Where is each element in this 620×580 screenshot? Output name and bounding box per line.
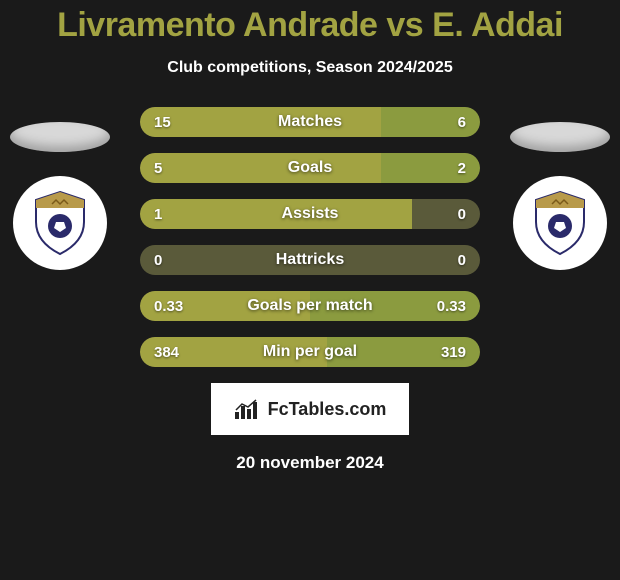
footer-date: 20 november 2024: [0, 453, 620, 473]
stat-label: Hattricks: [140, 251, 480, 269]
player-left-column: [10, 122, 110, 270]
player-right-photo-placeholder: [510, 122, 610, 152]
page-subtitle: Club competitions, Season 2024/2025: [0, 59, 620, 77]
shield-icon: [530, 190, 590, 256]
stat-row: 0 0Hattricks: [140, 245, 480, 275]
stat-row: 0.330.33Goals per match: [140, 291, 480, 321]
stat-value-left: 1: [154, 206, 162, 223]
watermark-text: FcTables.com: [268, 399, 387, 420]
stat-bar-left: [140, 107, 381, 137]
stat-value-right: 0: [458, 206, 466, 223]
stat-value-left: 384: [154, 344, 179, 361]
page-title: Livramento Andrade vs E. Addai: [0, 6, 620, 45]
stat-bar-left: [140, 153, 381, 183]
stat-value-left: 5: [154, 160, 162, 177]
stat-row: 10Assists: [140, 199, 480, 229]
player-left-photo-placeholder: [10, 122, 110, 152]
stat-value-left: 0: [154, 252, 162, 269]
watermark: FcTables.com: [211, 383, 409, 435]
stat-row: 384319Min per goal: [140, 337, 480, 367]
stat-row: 52Goals: [140, 153, 480, 183]
shield-icon: [30, 190, 90, 256]
stat-row: 156Matches: [140, 107, 480, 137]
stat-value-right: 6: [458, 114, 466, 131]
stats-list: 156Matches52Goals10Assists00Hattricks0.3…: [140, 107, 480, 367]
player-right-column: [510, 122, 610, 270]
fctables-logo-icon: [234, 398, 262, 420]
stat-value-left: 15: [154, 114, 171, 131]
comparison-infographic: Livramento Andrade vs E. Addai Club comp…: [0, 0, 620, 580]
stat-value-right: 319: [441, 344, 466, 361]
stat-value-right: 2: [458, 160, 466, 177]
stat-bar-left: [140, 199, 412, 229]
player-right-club-logo: [513, 176, 607, 270]
player-left-club-logo: [13, 176, 107, 270]
stat-value-right: 0: [458, 252, 466, 269]
stat-value-left: 0.33: [154, 298, 183, 315]
stat-value-right: 0.33: [437, 298, 466, 315]
